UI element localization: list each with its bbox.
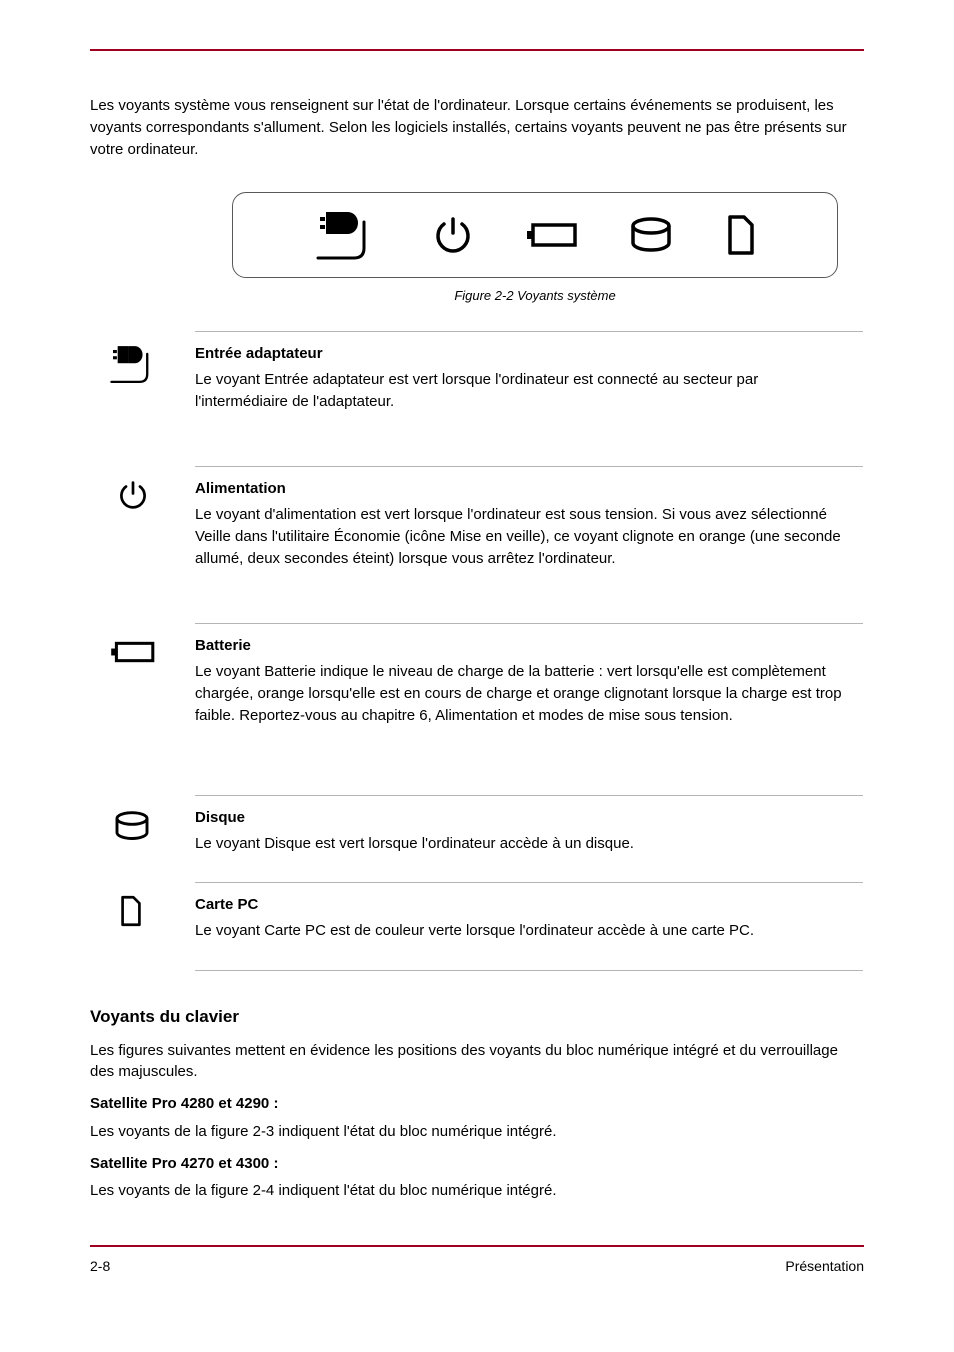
indicator-row-battery: Batterie Le voyant Batterie indique le n… (90, 635, 864, 785)
indicator-label: Entrée adaptateur (195, 345, 323, 362)
indicator-row-hdd: Disque Le voyant Disque est vert lorsque… (90, 807, 864, 882)
dc-in-icon (312, 208, 382, 262)
figure-caption: Figure 2-2 Voyants système (232, 288, 838, 303)
indicator-label: Alimentation (195, 480, 286, 497)
system-indicator-panel (232, 192, 838, 278)
section-heading: Voyants du clavier (90, 1005, 864, 1030)
indicator-description: Le voyant Batterie indique le niveau de … (195, 661, 855, 736)
pc-card-icon (118, 894, 144, 928)
row-separator (195, 795, 863, 796)
row-separator (195, 882, 863, 883)
row-separator (195, 331, 863, 332)
row-separator (195, 623, 863, 624)
section-lead: Les figures suivantes mettent en évidenc… (90, 1040, 864, 1084)
sub-heading-2: Satellite Pro 4270 et 4300 : (90, 1153, 864, 1175)
indicator-row-pc-card: Carte PC Le voyant Carte PC est de coule… (90, 894, 864, 969)
battery-icon (524, 220, 578, 250)
indicator-row-power: Alimentation Le voyant d'alimentation es… (90, 478, 864, 613)
keyboard-leds-section: Voyants du clavier Les figures suivantes… (90, 1005, 864, 1202)
intro-paragraph: Les voyants système vous renseignent sur… (90, 95, 864, 160)
indicator-description: Le voyant d'alimentation est vert lorsqu… (195, 504, 855, 579)
bottom-rule (90, 1245, 864, 1247)
indicator-label: Disque (195, 809, 245, 826)
power-icon (116, 478, 150, 512)
disk-icon (627, 215, 675, 255)
disk-icon (112, 809, 152, 843)
dc-in-icon (106, 343, 162, 385)
indicator-label: Carte PC (195, 896, 258, 913)
battery-icon (108, 639, 156, 665)
footer-right: Présentation (785, 1258, 864, 1274)
sub-heading-1: Satellite Pro 4280 et 4290 : (90, 1093, 864, 1115)
power-icon (431, 213, 475, 257)
indicator-label: Batterie (195, 637, 251, 654)
pc-card-icon (724, 213, 758, 257)
row-separator (195, 970, 863, 971)
indicator-description: Le voyant Disque est vert lorsque l'ordi… (195, 833, 855, 865)
sub-body-1: Les voyants de la figure 2-3 indiquent l… (90, 1121, 864, 1143)
row-separator (195, 466, 863, 467)
indicator-description: Le voyant Entrée adaptateur est vert lor… (195, 369, 855, 423)
indicator-description: Le voyant Carte PC est de couleur verte … (195, 920, 855, 952)
sub-body-2: Les voyants de la figure 2-4 indiquent l… (90, 1180, 864, 1202)
indicator-row-dc-in: Entrée adaptateur Le voyant Entrée adapt… (90, 343, 864, 463)
top-rule (90, 49, 864, 51)
page-number: 2-8 (90, 1258, 110, 1274)
